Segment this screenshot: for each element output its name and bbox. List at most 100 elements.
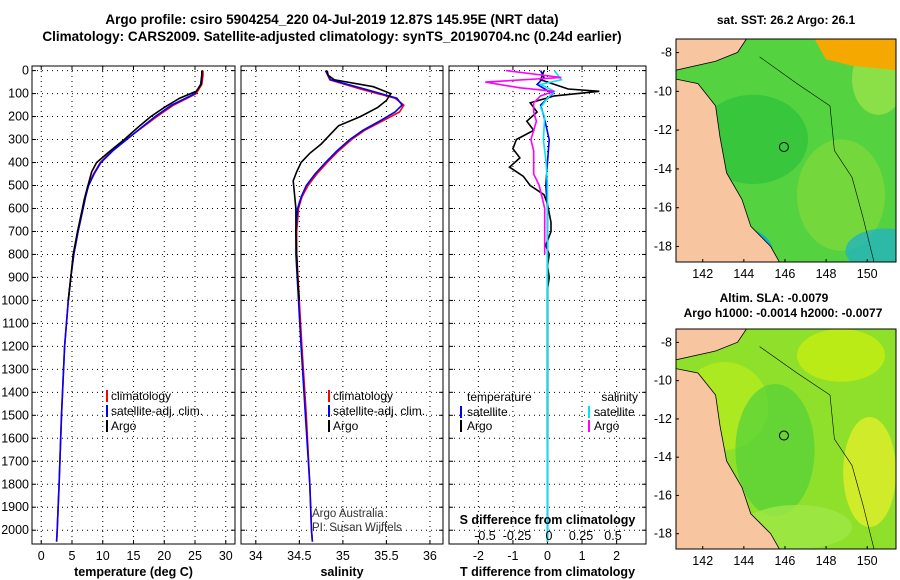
differences-xlabel: T difference from climatology — [460, 565, 635, 579]
depth-tick-label: 0 — [22, 64, 29, 78]
credit-line: PI: Susan Wijffels — [312, 522, 402, 534]
differences-xtick-label: -1 — [507, 549, 518, 563]
land-new-guinea — [676, 39, 747, 71]
depth-tick-label: 1600 — [1, 431, 29, 445]
sla_map-xtick-label: 142 — [692, 554, 713, 568]
temperature-axes — [31, 65, 236, 545]
sst_map-ytick-label: -10 — [654, 84, 672, 98]
depth-tick-label: 700 — [8, 224, 29, 238]
sst_map-frame — [675, 38, 897, 263]
salinity-xtick-label: 35 — [336, 549, 350, 563]
depth-tick-label: 1500 — [1, 408, 29, 422]
ocean-patch — [797, 329, 885, 382]
sla_map-xtick-label: 144 — [733, 554, 754, 568]
salinity-series-2 — [292, 70, 392, 301]
diff-stick-label: -0.25 — [503, 529, 532, 543]
salinity-xtick-label: 36 — [423, 549, 437, 563]
depth-tick-label: 1400 — [1, 385, 29, 399]
depth-tick-label: 800 — [8, 247, 29, 261]
depth-tick-label: 500 — [8, 179, 29, 193]
reef-contour — [759, 346, 875, 549]
sst_map-ytick-label: -18 — [654, 239, 672, 253]
sla_map-ytick-label: -12 — [654, 412, 672, 426]
sla_map-ytick-label: -8 — [661, 335, 672, 349]
ocean-patch — [843, 417, 896, 527]
sst-map-title: sat. SST: 26.2 Argo: 26.1 — [716, 13, 856, 27]
land-queensland — [676, 368, 780, 549]
salinity-legend-label: climatology — [333, 389, 393, 403]
sst_map-ytick-label: -16 — [654, 201, 672, 215]
temperature-xtick-label: 25 — [188, 549, 202, 563]
salinity-xlabel: salinity — [320, 565, 363, 579]
depth-tick-label: 100 — [8, 87, 29, 101]
sst_map-ytick-label: -14 — [654, 162, 672, 176]
sla_map-xtick-label: 150 — [857, 554, 878, 568]
salinity-legend-label: Argo — [333, 419, 359, 433]
depth-tick-label: 900 — [8, 270, 29, 284]
differences-series-2 — [538, 70, 563, 542]
sla_map-ytick-label: -18 — [654, 527, 672, 541]
temperature-xtick-label: 10 — [96, 549, 110, 563]
temperature-legend-label: satellite-adj. clim. — [111, 404, 203, 418]
depth-tick-label: 1700 — [1, 454, 29, 468]
differences-xtick-label: -2 — [473, 549, 484, 563]
differences-xtick-label: 1 — [579, 549, 586, 563]
reef-contour — [759, 56, 875, 262]
sst_map — [675, 38, 897, 263]
land-new-guinea — [676, 329, 747, 361]
salinity-xtick-label: 34 — [249, 549, 263, 563]
temperature-legend-label: Argo — [111, 419, 137, 433]
sst_map-xtick-label: 150 — [857, 267, 878, 281]
salinity-series-1 — [295, 70, 404, 542]
depth-tick-label: 1300 — [1, 362, 29, 376]
depth-tick-label: 600 — [8, 201, 29, 215]
temperature-xlabel: temperature (deg C) — [74, 565, 193, 579]
sst_map-xtick-label: 146 — [775, 267, 796, 281]
differences-series-3 — [485, 69, 562, 255]
depth-tick-label: 1000 — [1, 293, 29, 307]
temperature-xtick-label: 15 — [127, 549, 141, 563]
argo-profile-marker — [778, 430, 789, 441]
sla_map — [675, 328, 897, 550]
land-queensland — [676, 78, 780, 262]
temperature-series-0 — [55, 70, 204, 542]
figure-title-line2: Climatology: CARS2009. Satellite-adjuste… — [42, 29, 622, 44]
diff-stick-label: 0.25 — [569, 529, 593, 543]
temperature-xtick-label: 0 — [38, 549, 45, 563]
temperature-series-1 — [55, 70, 203, 542]
credit-line: Argo Australia — [312, 508, 384, 520]
diff-xlabel-top: S difference from climatology — [460, 513, 636, 527]
warm-patch — [814, 39, 896, 71]
ocean-patch — [698, 94, 808, 184]
sst_map-xtick-label: 142 — [692, 267, 713, 281]
differences-series-0 — [535, 70, 555, 542]
depth-tick-label: 1800 — [1, 477, 29, 491]
diff-stick-label: 0 — [546, 529, 553, 543]
salinity-legend-label: satellite-adj. clim. — [333, 404, 425, 418]
sla-map-title: Altim. SLA: -0.0079 — [719, 291, 829, 305]
ocean-patch — [797, 139, 885, 251]
salinity-series-0 — [295, 70, 405, 542]
depth-tick-label: 200 — [8, 110, 29, 124]
sla_map-ytick-label: -10 — [654, 374, 672, 388]
depth-tick-label: 300 — [8, 133, 29, 147]
diff-stick-label: 0.5 — [604, 529, 621, 543]
temperature-xtick-label: 20 — [157, 549, 171, 563]
sst_map-xtick-label: 148 — [816, 267, 837, 281]
depth-tick-label: 1900 — [1, 500, 29, 514]
sla_map-ytick-label: -16 — [654, 488, 672, 502]
temperature-xtick-label: 30 — [219, 549, 233, 563]
diff-legend-right-label: Argo — [594, 419, 620, 433]
temperature-legend-label: climatology — [111, 389, 171, 403]
sla_map-xtick-label: 146 — [775, 554, 796, 568]
sla_map-xtick-label: 148 — [816, 554, 837, 568]
sst_map-ytick-label: -8 — [661, 46, 672, 60]
diff-legend-left-label: satellite — [467, 405, 508, 419]
depth-tick-label: 2000 — [1, 523, 29, 537]
depth-tick-label: 1100 — [2, 316, 29, 330]
diff-legend-left-label: Argo — [467, 419, 493, 433]
ocean-patch — [735, 384, 815, 516]
sst_map-ytick-label: -12 — [654, 123, 672, 137]
figure-title-line1: Argo profile: csiro 5904254_220 04-Jul-2… — [105, 12, 559, 27]
